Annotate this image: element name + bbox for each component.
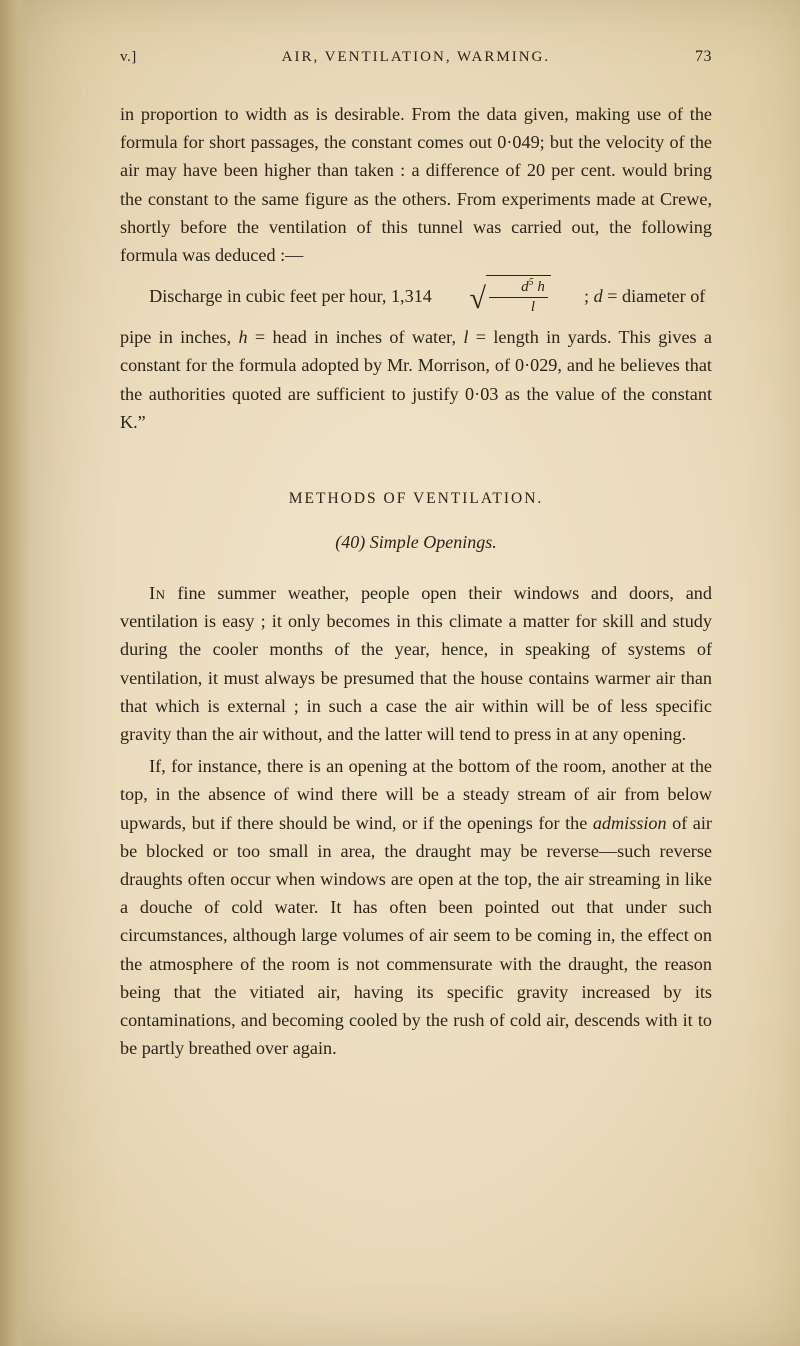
square-root: √ d5 h l xyxy=(440,275,550,317)
text-run: = head in inches of water, xyxy=(248,327,464,347)
numerator-exp: 5 xyxy=(529,277,534,288)
formula-post-text: ; d = diameter of xyxy=(555,282,705,310)
text-run: pipe in inches, xyxy=(120,327,238,347)
paragraph: in proportion to width as is desirable. … xyxy=(120,100,712,269)
fraction-denominator: l xyxy=(499,298,538,317)
text-run: fine summer weather, people open their w… xyxy=(120,583,712,744)
fraction-numerator: d5 h xyxy=(489,276,548,298)
numerator-d: d xyxy=(521,279,529,295)
radicand-fraction: d5 h l xyxy=(486,275,551,317)
var-h: h xyxy=(238,327,247,347)
subsection-heading: (40) Simple Openings. xyxy=(120,532,712,553)
emphasis: admission xyxy=(593,813,667,833)
book-page: v.] AIR, VENTILATION, WARMING. 73 in pro… xyxy=(0,0,800,1346)
paragraph: pipe in inches, h = head in inches of wa… xyxy=(120,323,712,436)
lead-word: In xyxy=(149,583,165,603)
var-d: d xyxy=(594,286,603,306)
running-title: AIR, VENTILATION, WARMING. xyxy=(137,49,695,66)
body-text: in proportion to width as is desirable. … xyxy=(120,100,712,1062)
radical-sign: √ xyxy=(440,287,486,311)
section-number: v.] xyxy=(120,49,137,66)
book-spine-shadow xyxy=(0,0,30,1346)
numerator-h: h xyxy=(537,279,545,295)
paragraph: In fine summer weather, people open thei… xyxy=(120,579,712,748)
paragraph: If, for instance, there is an opening at… xyxy=(120,752,712,1062)
formula-pre-text: Discharge in cubic feet per hour, 1,314 xyxy=(120,282,436,310)
text-run: of air be blocked or too small in area, … xyxy=(120,813,712,1059)
section-heading: METHODS OF VENTILATION. xyxy=(120,490,712,508)
page-number: 73 xyxy=(695,48,712,66)
formula-line: Discharge in cubic feet per hour, 1,314 … xyxy=(120,275,712,317)
running-head: v.] AIR, VENTILATION, WARMING. 73 xyxy=(120,48,712,66)
